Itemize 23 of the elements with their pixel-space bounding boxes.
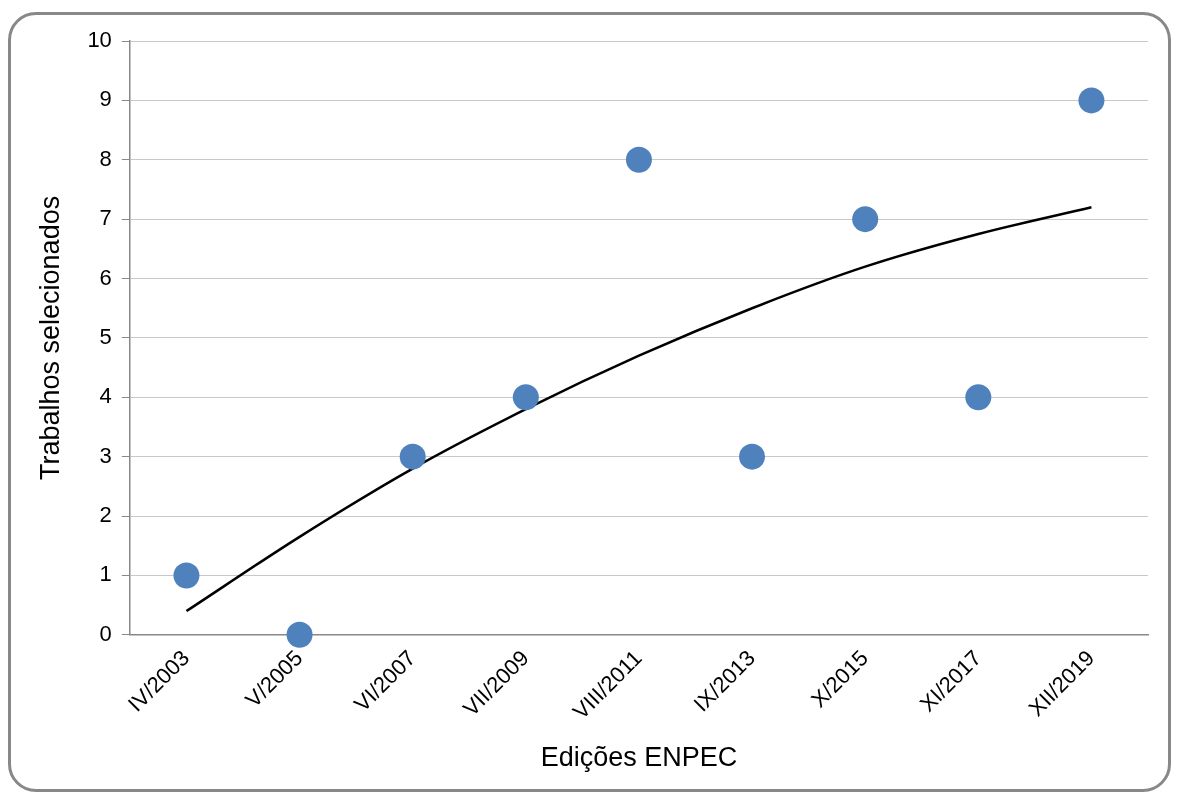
y-tick-label: 1 [99,561,112,587]
point [1078,87,1105,114]
point [399,443,426,470]
point [965,384,992,411]
y-axis-title: Trabalhos selecionados [34,195,65,480]
point [852,206,879,233]
y-tick-label: 9 [99,86,112,112]
point [512,384,539,411]
point [173,562,200,589]
point [625,146,652,173]
y-tick-label: 5 [99,323,112,349]
y-tick-label: 2 [99,502,112,528]
point [286,621,313,648]
line-series [185,206,1093,613]
y-tick-label: 3 [99,442,112,468]
y-tick-label: 8 [99,145,112,171]
y-tick-label: 7 [99,205,112,231]
point [739,443,766,470]
y-tick-label: 10 [87,27,112,53]
x-axis-title: Edições ENPEC [540,742,738,773]
y-tick-label: 0 [99,620,112,646]
y-tick-label: 6 [99,264,112,290]
y-tick-label: 4 [99,383,112,409]
